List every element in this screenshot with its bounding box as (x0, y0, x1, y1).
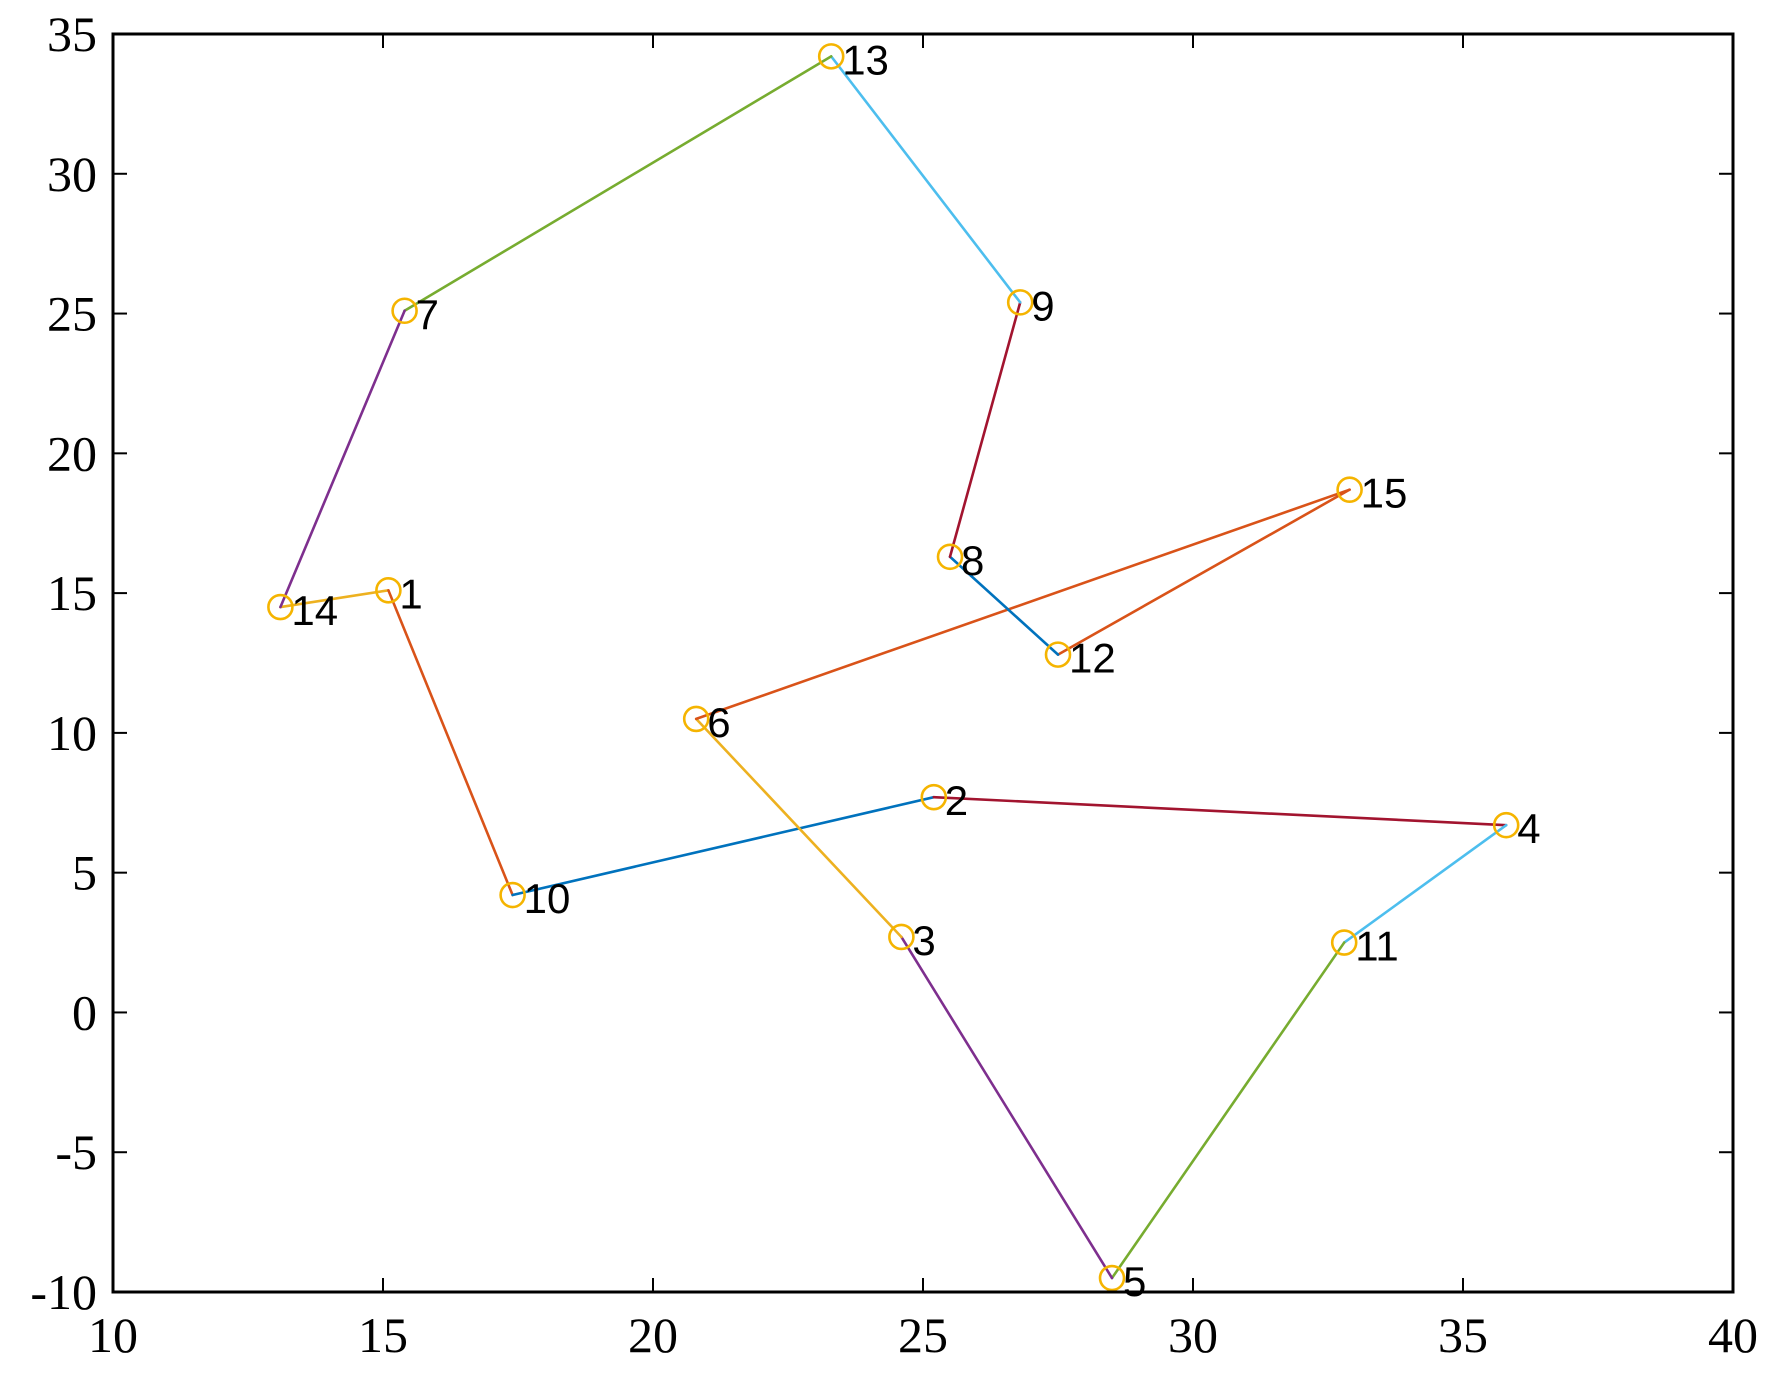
point-label: 8 (961, 537, 984, 584)
y-tick-label: 0 (72, 984, 97, 1040)
x-tick-labels: 10 15 20 25 30 35 40 (88, 1307, 1758, 1363)
point-marker (920, 783, 948, 811)
route-segment (948, 301, 1022, 559)
x-tick-label: 20 (628, 1307, 678, 1363)
point-marker (936, 543, 964, 571)
point-label: 3 (912, 917, 935, 964)
y-tick-label: 15 (47, 565, 97, 621)
y-tick-label: 35 (47, 6, 97, 62)
point-markers (267, 43, 1520, 1292)
route-segment (1110, 941, 1346, 1280)
point-label: 14 (291, 587, 338, 634)
point-marker (1336, 476, 1363, 503)
point-label: 12 (1069, 635, 1116, 682)
plot-frame (111, 32, 1735, 1294)
point-marker (1330, 929, 1358, 956)
point-label: 5 (1123, 1258, 1146, 1305)
route-segment (1342, 823, 1508, 944)
y-tick-labels: -10 -5 0 5 10 15 20 25 30 35 (30, 6, 97, 1320)
y-tick-label: 25 (47, 286, 97, 342)
route-segment (387, 589, 514, 897)
route-segment (1056, 488, 1351, 656)
x-tick-label: 25 (898, 1307, 948, 1363)
point-marker (391, 297, 418, 325)
route-segment (694, 717, 903, 939)
route-segment (932, 795, 1508, 827)
point-label: 1 (399, 570, 422, 617)
point-marker (682, 705, 710, 733)
y-tick-label: -10 (30, 1264, 97, 1320)
y-tick-label: -5 (55, 1124, 97, 1180)
point-marker (267, 593, 294, 621)
y-tick-label: 20 (47, 425, 97, 481)
route-segment (829, 55, 1022, 304)
point-marker (817, 43, 845, 70)
point-label: 10 (524, 875, 571, 922)
point-marker (499, 881, 526, 909)
point-label: 7 (416, 291, 439, 338)
route-segment (900, 935, 1114, 1280)
y-tick-label: 10 (47, 705, 97, 761)
route-segment (279, 589, 390, 609)
point-marker (1492, 811, 1520, 839)
point-label: 15 (1361, 470, 1408, 517)
x-tick-label: 10 (88, 1307, 138, 1363)
y-tick-label: 30 (47, 146, 97, 202)
x-tick-label: 35 (1438, 1307, 1488, 1363)
route-segments (279, 55, 1508, 1280)
point-label: 9 (1031, 282, 1054, 329)
route-segment (403, 55, 833, 313)
x-tick-label: 40 (1708, 1307, 1758, 1363)
point-label: 6 (707, 699, 730, 746)
x-tick-label: 30 (1168, 1307, 1218, 1363)
point-label: 2 (945, 777, 968, 824)
route-segment (948, 555, 1060, 656)
point-marker (888, 923, 915, 951)
point-label: 13 (842, 36, 889, 83)
y-tick-label: 5 (72, 845, 97, 901)
x-tick-label: 15 (358, 1307, 408, 1363)
point-label: 11 (1355, 923, 1399, 970)
point-marker (375, 577, 402, 604)
route-segment (694, 488, 1351, 721)
point-marker (1098, 1264, 1126, 1292)
route-segment (511, 795, 936, 897)
point-marker (1044, 641, 1072, 668)
route-segment (279, 309, 406, 609)
point-marker (1006, 289, 1034, 316)
point-label: 4 (1517, 805, 1540, 852)
y-tick-marks (113, 33, 1733, 1293)
